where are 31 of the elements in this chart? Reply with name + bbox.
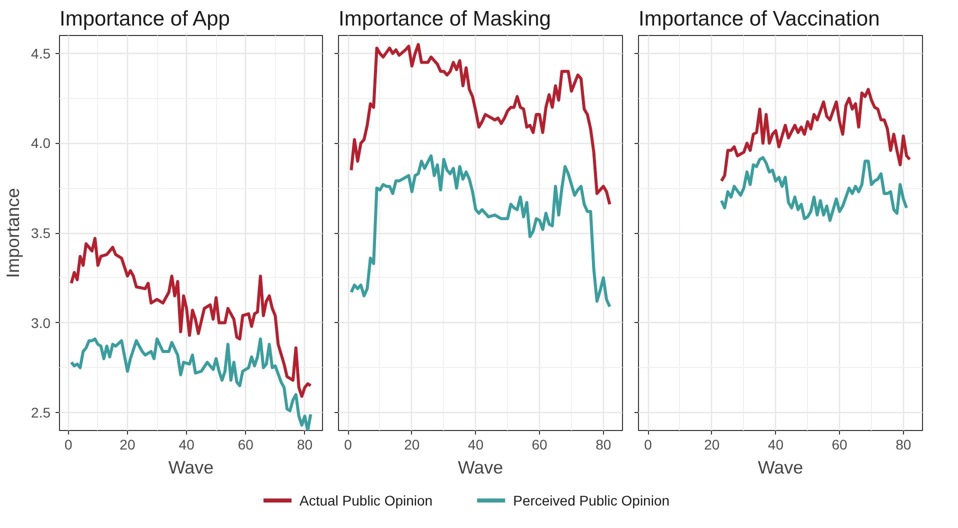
x-tick-label: 20 <box>120 436 136 452</box>
y-tick-label: 3.0 <box>31 314 51 331</box>
y-tick-label: 2.5 <box>31 404 51 421</box>
x-tick-label: 40 <box>468 436 484 452</box>
x-tick-label: 0 <box>64 436 72 452</box>
legend-label: Actual Public Opinion <box>300 492 433 508</box>
x-tick-label: 80 <box>296 436 313 452</box>
x-tick-label: 80 <box>596 436 612 452</box>
legend-label: Perceived Public Opinion <box>513 492 670 508</box>
x-tick-label: 80 <box>896 436 912 452</box>
x-tick-label: 40 <box>178 436 195 452</box>
line-series <box>70 236 312 398</box>
chart-title: Importance of Vaccination <box>638 8 880 30</box>
x-tick-label: 20 <box>404 436 420 452</box>
chart-title: Importance of App <box>60 8 230 30</box>
y-tick-label: 4.5 <box>31 45 51 62</box>
chart-title: Importance of Masking <box>338 8 551 30</box>
x-axis-title: Wave <box>458 458 504 478</box>
x-axis-title: Wave <box>168 458 214 478</box>
y-tick-label: 4.0 <box>31 135 51 152</box>
x-axis-title: Wave <box>758 458 804 478</box>
x-tick-label: 60 <box>532 436 548 452</box>
x-tick-label: 20 <box>704 436 720 452</box>
x-tick-label: 60 <box>832 436 848 452</box>
line-series <box>70 337 312 430</box>
x-tick-label: 0 <box>344 436 352 452</box>
x-tick-label: 0 <box>644 436 652 452</box>
x-tick-label: 60 <box>238 436 254 452</box>
x-tick-label: 40 <box>768 436 784 452</box>
y-tick-label: 3.5 <box>31 225 51 241</box>
y-axis-title: Importance <box>3 188 24 278</box>
